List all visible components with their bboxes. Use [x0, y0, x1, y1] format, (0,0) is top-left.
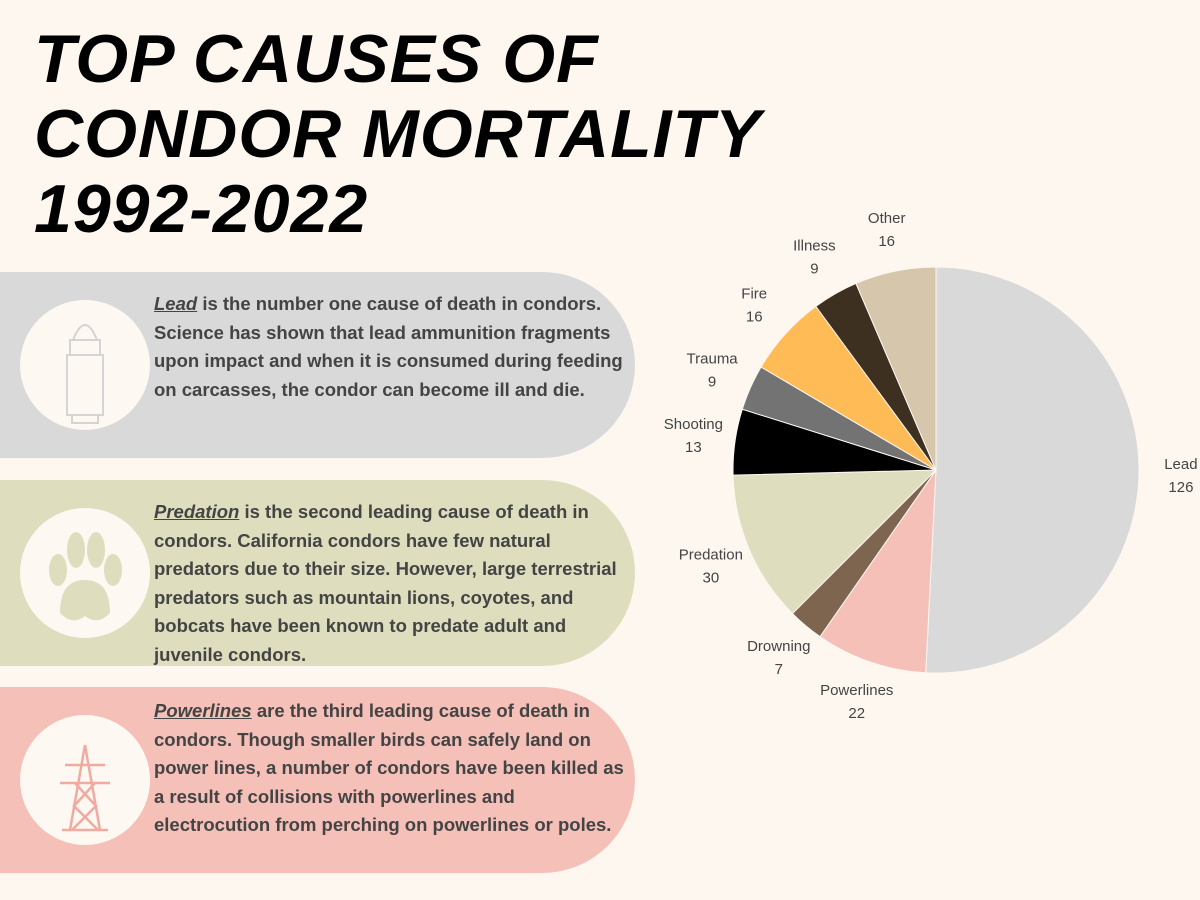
slice-value: 16	[746, 309, 763, 326]
slice-value: 126	[1168, 479, 1193, 496]
icon-circle	[20, 300, 150, 430]
slice-label: Shooting	[664, 416, 723, 433]
slice-label: Lead	[1164, 456, 1197, 473]
tower-icon	[60, 744, 110, 832]
pie-slice	[819, 468, 937, 674]
predation-panel: Predation is the second leading cause of…	[0, 480, 635, 666]
title-line: 1992-2022	[34, 171, 369, 247]
paw-icon	[49, 532, 122, 621]
body: is the number one cause of death in cond…	[154, 293, 623, 400]
pie-slice	[732, 469, 938, 615]
title-line: TOP CAUSES OF	[34, 21, 599, 97]
slice-value: 16	[878, 233, 895, 250]
panel-text: Powerlines are the third leading cause o…	[154, 697, 624, 840]
pie-slice	[855, 266, 937, 471]
keyword: Predation	[154, 501, 240, 522]
slice-value: 30	[703, 570, 720, 587]
icon-circle	[20, 715, 150, 845]
slice-value: 7	[775, 661, 783, 678]
keyword: Powerlines	[154, 700, 252, 721]
powerlines-panel: Powerlines are the third leading cause o…	[0, 687, 635, 873]
slice-value: 13	[685, 439, 702, 456]
lead-panel: Lead is the number one cause of death in…	[0, 272, 635, 458]
bullet-icon	[66, 324, 104, 424]
slice-value: 22	[848, 705, 865, 722]
slice-label: Illness	[793, 237, 836, 254]
title-line: CONDOR MORTALITY	[34, 96, 762, 172]
pie-chart: Lead 126 Powerlines 22 Drowning 7 Predation 30 S…	[664, 210, 1198, 722]
panel-text: Predation is the second leading cause of…	[154, 498, 624, 669]
pie-slice	[925, 266, 1140, 674]
title: TOP CAUSES OF CONDOR MORTALITY 1992-2022	[34, 22, 761, 247]
keyword: Lead	[154, 293, 198, 314]
slice-label: Other	[868, 210, 906, 227]
slice-value: 9	[810, 260, 818, 277]
slice-label: Powerlines	[820, 682, 893, 699]
slice-value: 9	[708, 374, 716, 391]
icon-circle	[20, 508, 150, 638]
panel-text: Lead is the number one cause of death in…	[154, 290, 624, 404]
body: is the second leading cause of death in …	[154, 501, 617, 665]
slice-label: Predation	[679, 547, 743, 564]
body: are the third leading cause of death in …	[154, 700, 624, 835]
slice-label: Drowning	[747, 638, 810, 655]
slice-label: Trauma	[687, 351, 739, 368]
slice-label: Fire	[741, 286, 767, 303]
